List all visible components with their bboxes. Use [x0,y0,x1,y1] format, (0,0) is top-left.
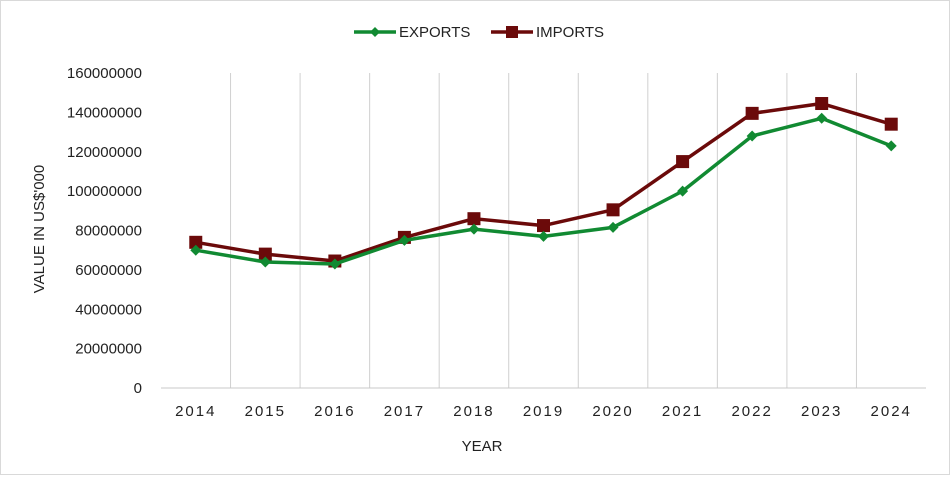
legend-item-exports: EXPORTS [354,24,470,41]
data-point-exports [190,244,202,256]
y-tick-label: 80000000 [75,223,142,240]
data-point-exports [468,223,480,235]
y-tick-label: 160000000 [67,65,142,82]
x-tick-label: 2020 [592,403,633,420]
data-point-exports [329,258,341,270]
y-tick-label: 20000000 [75,341,142,358]
data-point-imports [258,247,272,261]
x-tick-label: 2021 [662,403,703,420]
data-point-exports [538,230,549,242]
x-tick-label: 2024 [871,403,912,420]
series-group [189,97,898,270]
legend-label: IMPORTS [536,24,604,41]
x-tick-label: 2014 [175,403,216,420]
legend-marker [506,26,518,38]
x-tick-label: 2016 [314,403,355,420]
data-point-exports [816,112,828,124]
y-axis-ticks: 0 20000000 40000000 60000000 80000000 1000000… [67,65,142,397]
data-point-exports [885,140,897,152]
y-tick-label: 0 [134,380,142,397]
data-point-exports [746,130,758,142]
legend: EXPORTS IMPORTS [354,24,604,41]
series-imports [189,97,898,268]
y-tick-label: 40000000 [75,301,142,318]
data-point-imports [884,117,898,131]
x-axis-title: YEAR [462,438,503,455]
data-point-exports [677,185,689,197]
y-axis-title: VALUE IN US$'000 [31,165,48,293]
data-point-imports [537,219,550,233]
legend-marker [370,27,380,37]
data-point-imports [467,212,481,226]
y-tick-label: 60000000 [75,262,142,279]
y-tick-label: 120000000 [67,144,142,161]
data-point-imports [606,203,620,217]
legend-item-imports: IMPORTS [491,24,604,41]
x-tick-label: 2015 [245,403,286,420]
y-tick-label: 100000000 [67,183,142,200]
x-tick-label: 2017 [384,403,425,420]
y-tick-label: 140000000 [67,104,142,121]
x-tick-label: 2018 [453,403,494,420]
x-axis-ticks: 2014 2015 2016 2017 2018 2019 2020 2021 2022 2023… [175,403,912,420]
data-point-imports [676,155,690,169]
x-tick-label: 2022 [731,403,772,420]
legend-label: EXPORTS [399,24,470,41]
data-point-imports [189,235,203,249]
x-tick-label: 2023 [801,403,842,420]
data-point-exports [259,256,271,268]
data-point-exports [398,234,410,246]
data-point-exports [607,221,619,233]
data-point-imports [745,106,759,120]
data-point-imports [815,97,829,111]
series-exports [190,112,897,270]
x-tick-label: 2019 [523,403,564,420]
